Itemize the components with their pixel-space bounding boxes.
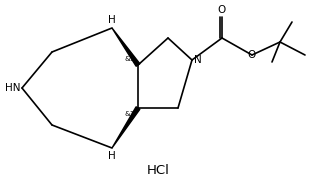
Polygon shape [112, 107, 140, 148]
Text: HN: HN [4, 83, 20, 93]
Text: H: H [108, 151, 116, 161]
Text: &1: &1 [125, 56, 135, 62]
Polygon shape [112, 28, 140, 66]
Text: HCl: HCl [146, 163, 170, 177]
Text: O: O [248, 50, 256, 60]
Text: &1: &1 [125, 111, 135, 117]
Text: N: N [194, 55, 202, 65]
Text: H: H [108, 15, 116, 25]
Text: O: O [218, 5, 226, 15]
